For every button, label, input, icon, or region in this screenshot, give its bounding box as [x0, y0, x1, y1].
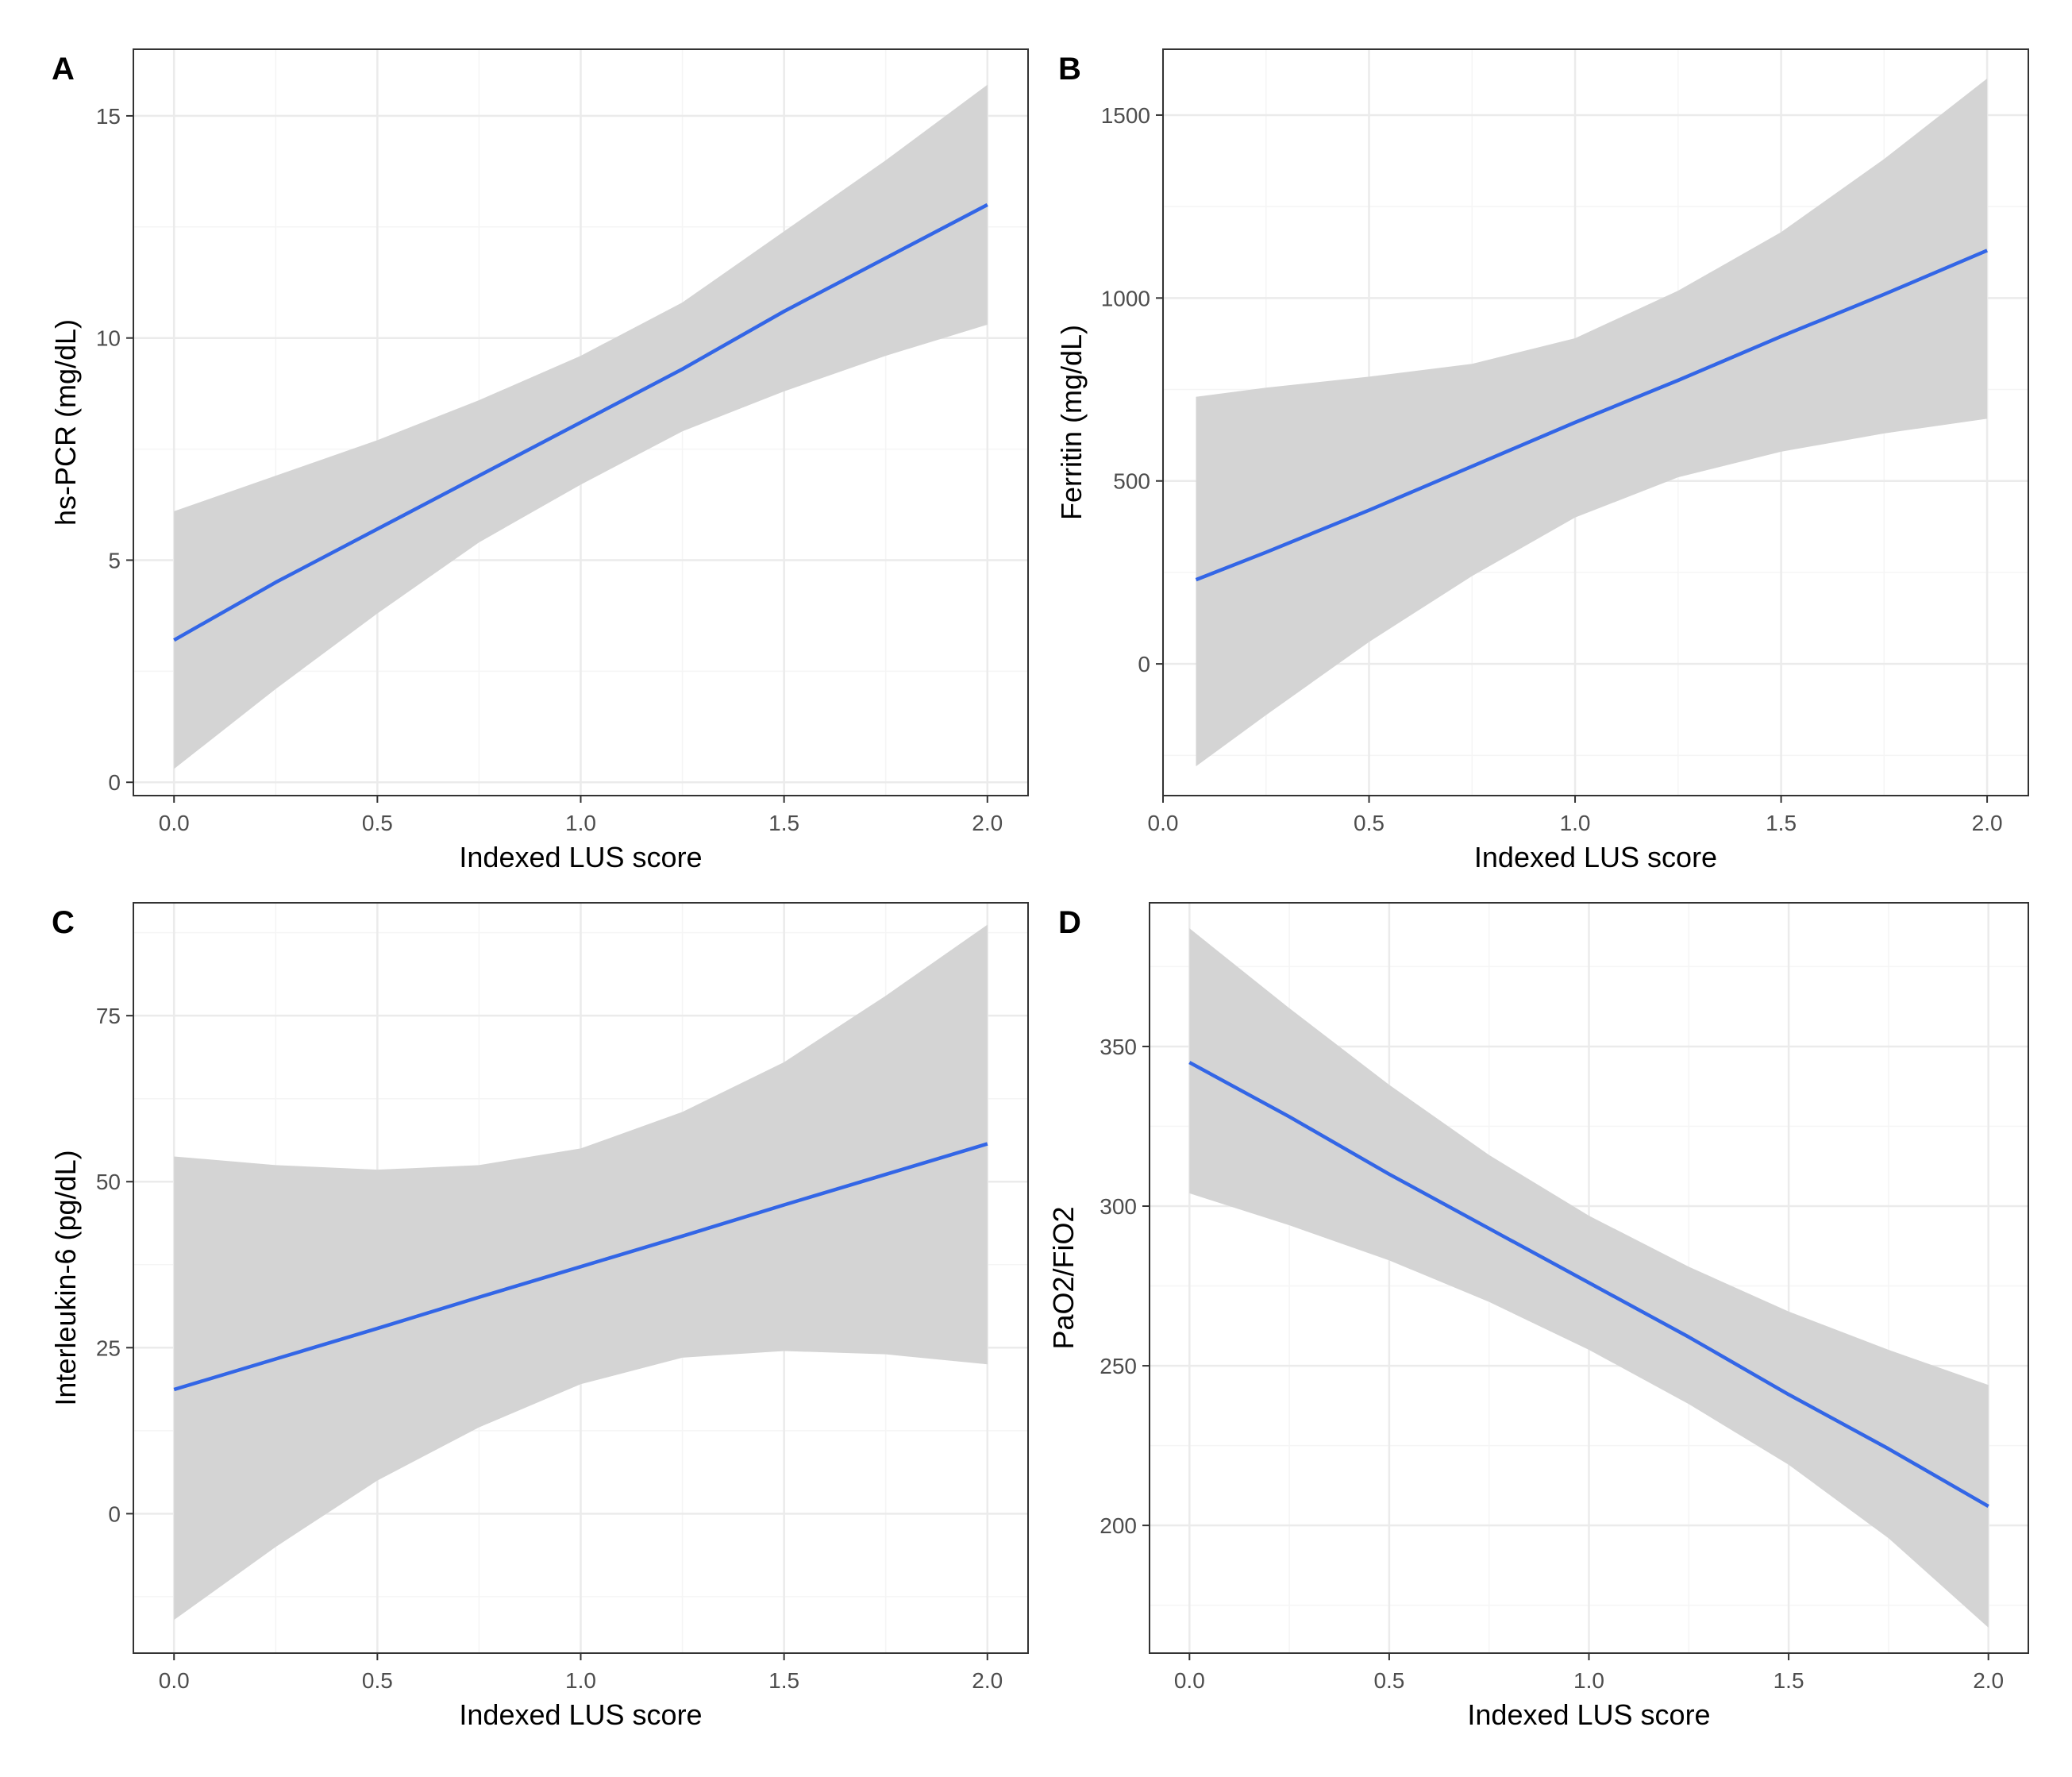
x-tick-label: 2.0	[1972, 811, 2003, 835]
x-tick-label: 1.0	[1573, 1668, 1604, 1693]
x-tick-label: 2.0	[972, 811, 1003, 835]
panel-D: 0.0 0.5 1.0 1.5 2.0 200 250 300 350 Indexed LUS s…	[1047, 902, 2029, 1731]
confidence-band	[174, 84, 988, 769]
y-tick-label: 75	[96, 1004, 121, 1028]
y-tick-label: 25	[96, 1336, 121, 1360]
x-axis-title: Indexed LUS score	[459, 841, 702, 873]
panel-letter: C	[52, 905, 75, 940]
panel-B: 0.0 0.5 1.0 1.5 2.0 0 500 1000 1500 Indexed LUS s…	[1055, 48, 2029, 873]
y-tick-label: 500	[1113, 469, 1150, 494]
fit-line	[173, 202, 988, 642]
x-tick-label: 1.0	[565, 811, 596, 835]
panel-letter: B	[1058, 52, 1081, 87]
y-tick-label: 5	[108, 548, 121, 572]
fit-line	[173, 1142, 988, 1392]
y-tick-label: 50	[96, 1170, 121, 1194]
y-tick-label: 1000	[1101, 286, 1150, 310]
y-axis-title: hs-PCR (mg/dL)	[49, 319, 82, 526]
x-tick-label: 2.0	[1973, 1668, 2004, 1693]
x-tick-label: 0.5	[1373, 1668, 1404, 1693]
y-tick-label: 250	[1100, 1354, 1137, 1378]
panel-A: 0.0 0.5 1.0 1.5 2.0 0 5 10 15 Indexed LUS score hs…	[49, 48, 1029, 873]
x-tick-label: 1.5	[768, 1668, 799, 1693]
y-tick-label: 0	[1138, 652, 1150, 676]
x-tick-label: 1.5	[1766, 811, 1797, 835]
x-tick-label: 0.5	[1354, 811, 1385, 835]
x-tick-label: 0.0	[1174, 1668, 1205, 1693]
x-tick-label: 0.0	[159, 1668, 190, 1693]
panel-letter: D	[1058, 905, 1081, 940]
fit-line	[1195, 249, 1988, 582]
x-axis-title: Indexed LUS score	[1474, 841, 1717, 873]
x-tick-label: 2.0	[972, 1668, 1003, 1693]
panel-C: 0.0 0.5 1.0 1.5 2.0 0 25 50 75 Indexed LUS score I…	[49, 902, 1029, 1731]
x-tick-label: 1.0	[565, 1668, 596, 1693]
x-axis-title: Indexed LUS score	[459, 1698, 702, 1731]
y-tick-label: 0	[108, 1501, 121, 1526]
panel-letter: A	[52, 52, 75, 87]
y-tick-label: 15	[96, 104, 121, 129]
confidence-band	[1196, 78, 1988, 767]
y-axis-title: Interleukin-6 (pg/dL)	[49, 1150, 82, 1405]
x-tick-label: 1.0	[1560, 811, 1591, 835]
x-tick-label: 0.0	[159, 811, 190, 835]
confidence-band	[174, 924, 988, 1621]
x-tick-label: 0.5	[362, 811, 393, 835]
y-tick-label: 200	[1100, 1513, 1137, 1538]
y-tick-label: 300	[1100, 1194, 1137, 1219]
x-tick-label: 1.5	[768, 811, 799, 835]
y-tick-label: 1500	[1101, 103, 1150, 128]
y-axis-title: PaO2/FiO2	[1047, 1206, 1080, 1349]
y-tick-label: 10	[96, 326, 121, 351]
x-tick-label: 0.5	[362, 1668, 393, 1693]
x-axis-title: Indexed LUS score	[1467, 1698, 1710, 1731]
fit-line	[1188, 1061, 1989, 1508]
y-tick-label: 0	[108, 770, 121, 795]
y-axis-title: Ferritin (mg/dL)	[1055, 325, 1088, 520]
x-tick-label: 1.5	[1774, 1668, 1804, 1693]
panel-frame	[1162, 48, 2029, 796]
confidence-band	[1189, 928, 1989, 1628]
x-tick-label: 0.0	[1148, 811, 1179, 835]
y-tick-label: 350	[1100, 1035, 1137, 1059]
